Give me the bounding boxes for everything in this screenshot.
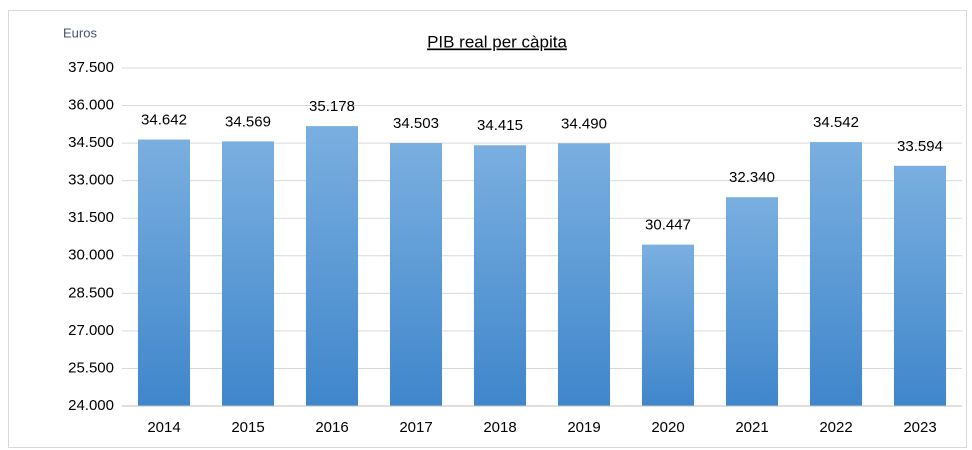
y-tick-label: 30.000 [68, 247, 114, 264]
y-tick-label: 25.500 [68, 359, 114, 376]
x-tick-label: 2018 [483, 419, 516, 436]
bar [809, 142, 863, 406]
x-tick-label: 2015 [231, 419, 264, 436]
data-label: 34.542 [813, 114, 859, 131]
bar [557, 143, 611, 406]
y-tick-label: 24.000 [68, 397, 114, 414]
x-tick-label: 2020 [651, 419, 684, 436]
bar [725, 197, 779, 406]
bar [221, 141, 275, 407]
x-tick-label: 2019 [567, 419, 600, 436]
data-label: 32.340 [729, 169, 775, 186]
y-tick-label: 34.500 [68, 134, 114, 151]
bar [893, 165, 947, 406]
data-label: 34.490 [561, 115, 607, 132]
bar [305, 126, 359, 407]
y-tick-label: 31.500 [68, 209, 114, 226]
x-tick-label: 2016 [315, 419, 348, 436]
chart-title: PIB real per càpita [427, 32, 567, 51]
x-tick-label: 2017 [399, 419, 432, 436]
bar [641, 244, 695, 406]
y-tick-label: 33.000 [68, 172, 114, 189]
y-axis-label: Euros [63, 25, 97, 40]
y-tick-label: 37.500 [68, 59, 114, 76]
data-label: 35.178 [309, 98, 355, 115]
bar [389, 143, 443, 406]
data-label: 34.642 [141, 112, 187, 129]
x-tick-label: 2022 [819, 419, 852, 436]
data-label: 34.503 [393, 115, 439, 132]
data-label: 34.415 [477, 117, 523, 134]
chart-border [8, 10, 967, 448]
x-tick-label: 2023 [903, 419, 936, 436]
x-tick-label: 2014 [147, 419, 180, 436]
x-tick-label: 2021 [735, 419, 768, 436]
y-tick-label: 36.000 [68, 97, 114, 114]
bar [137, 139, 191, 406]
bar [473, 145, 527, 406]
y-tick-label: 27.000 [68, 322, 114, 339]
data-label: 30.447 [645, 217, 691, 234]
data-label: 33.594 [897, 138, 943, 155]
data-label: 34.569 [225, 113, 271, 130]
y-tick-label: 28.500 [68, 284, 114, 301]
